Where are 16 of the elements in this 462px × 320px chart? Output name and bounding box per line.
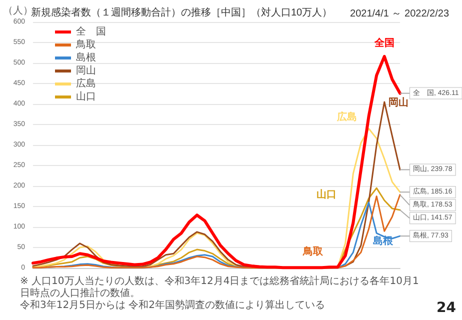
legend-label: 岡山 [76,64,96,76]
annotation: 山口 [316,188,337,201]
text: ※ 人口10万人当たりの人数は、令和3年12月4日までは総務省統計局における各年10月1日時点の人口推計の数値。 [20,276,420,300]
legend-label: 島根 [76,52,96,64]
text: 24 [436,300,456,316]
legend-label: 山口 [76,90,96,102]
legend-label: 全 国 [76,26,106,38]
chart-subtitle: 2021/4/1 ～ 2022/2/23 [350,8,450,20]
chart-title: 新規感染者数（１週間移動合計）の推移［中国］（対人口10万人） [31,6,332,18]
annotation: 全国 [373,36,394,49]
annotation: 岡山 [388,96,408,108]
annotation: 鳥取 [302,245,324,258]
annotation: 広島 [336,111,357,124]
legend-label: 鳥取 [75,38,96,50]
text: 令和3年12月5日からは 令和2年国勢調査の数値により算出している [20,300,326,312]
legend-label: 広島 [76,78,96,90]
